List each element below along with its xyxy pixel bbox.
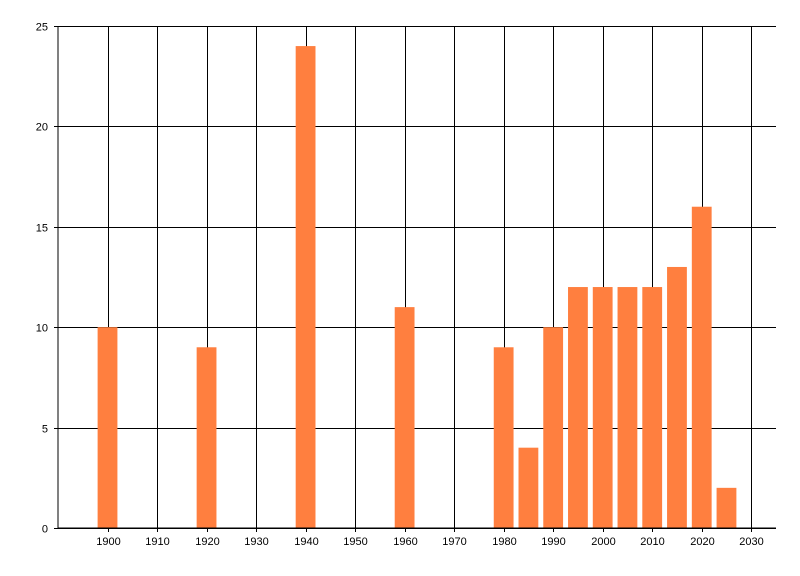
bar bbox=[196, 347, 217, 528]
x-tick-label: 1970 bbox=[442, 536, 466, 548]
x-tick-label: 1900 bbox=[96, 536, 120, 548]
bar bbox=[295, 46, 316, 528]
y-tick-label: 15 bbox=[36, 223, 48, 235]
x-tick-label: 1950 bbox=[343, 536, 367, 548]
x-tick-label: 1980 bbox=[492, 536, 516, 548]
x-tick-label: 1960 bbox=[393, 536, 417, 548]
bar bbox=[667, 266, 687, 528]
bar bbox=[543, 327, 564, 528]
bar-series bbox=[97, 46, 737, 528]
y-tick-label: 10 bbox=[36, 323, 48, 335]
x-tick-labels: 1900 1910 1920 1930 1940 1950 1960 1970 1980 1990… bbox=[96, 528, 764, 548]
bar bbox=[642, 287, 663, 528]
bar bbox=[97, 327, 118, 528]
y-tick-labels: 0 5 10 15 20 25 bbox=[36, 22, 58, 536]
bar bbox=[493, 347, 514, 528]
bar bbox=[617, 287, 638, 528]
y-tick-label: 5 bbox=[42, 424, 48, 436]
x-tick-label: 1920 bbox=[195, 536, 219, 548]
x-tick-label: 2030 bbox=[739, 536, 763, 548]
x-tick-label: 1910 bbox=[145, 536, 169, 548]
bar bbox=[716, 487, 737, 528]
x-tick-label: 1940 bbox=[294, 536, 318, 548]
bar bbox=[592, 287, 613, 528]
x-tick-label: 2020 bbox=[690, 536, 714, 548]
x-tick-label: 2000 bbox=[591, 536, 615, 548]
y-tick-label: 25 bbox=[36, 22, 48, 34]
y-tick-label: 0 bbox=[42, 524, 48, 536]
x-tick-label: 1990 bbox=[541, 536, 565, 548]
bar bbox=[568, 287, 588, 528]
axes bbox=[57, 26, 776, 529]
x-tick-label: 1930 bbox=[244, 536, 268, 548]
bar bbox=[518, 447, 539, 528]
y-tick-label: 20 bbox=[36, 122, 48, 134]
x-tick-label: 2010 bbox=[640, 536, 664, 548]
bar bbox=[394, 307, 415, 528]
bar bbox=[691, 206, 712, 528]
